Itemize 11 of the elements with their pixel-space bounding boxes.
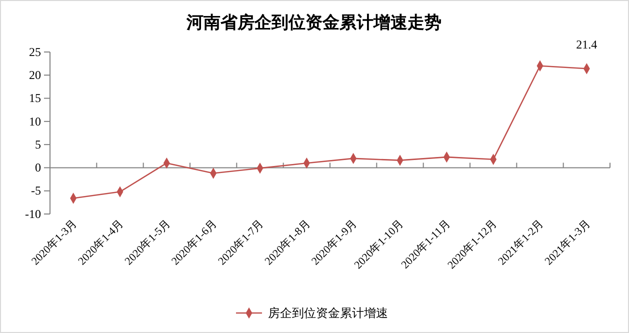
- data-label: 21.4: [576, 38, 598, 52]
- y-tick-label: 10: [29, 114, 41, 128]
- y-tick-label: -5: [31, 184, 41, 198]
- y-tick-label: 25: [29, 44, 41, 59]
- y-tick-label: -10: [25, 206, 41, 221]
- y-tick-label: 0: [35, 160, 41, 175]
- y-tick-label: 5: [35, 137, 41, 152]
- y-tick-label: 20: [29, 68, 41, 82]
- legend-label: 房企到位资金累计增速: [268, 306, 388, 320]
- y-tick-label: 15: [29, 91, 41, 106]
- chart-title: 河南省房企到位资金累计增速走势: [186, 13, 442, 32]
